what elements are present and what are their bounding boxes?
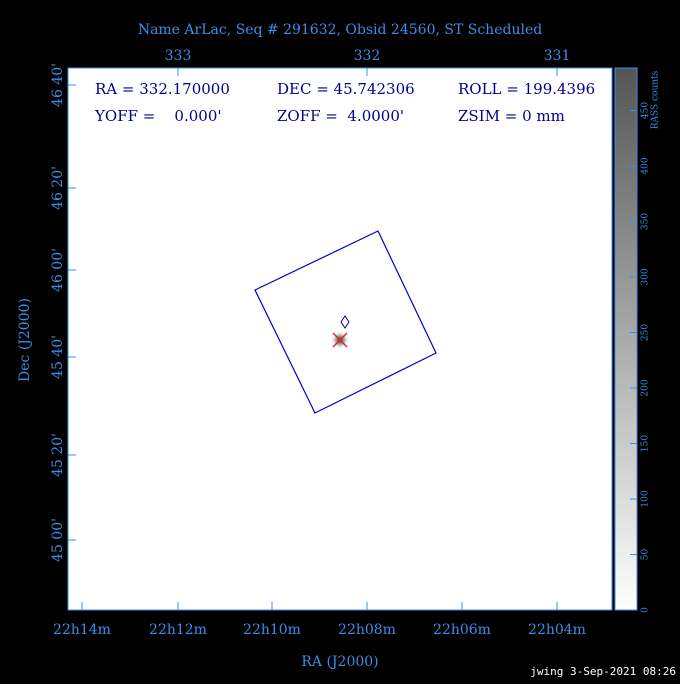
- info-text: RA = 332.170000: [95, 80, 230, 98]
- bottom-tick-label: 22h04m: [528, 622, 586, 638]
- colorbar-tick-label: 0: [641, 607, 651, 613]
- bottom-tick-label: 22h14m: [53, 622, 111, 638]
- colorbar-tick-label: 300: [641, 268, 651, 285]
- left-tick-label: 45 40': [50, 335, 66, 379]
- colorbar: [614, 67, 638, 611]
- bottom-tick-label: 22h12m: [149, 622, 207, 638]
- y-axis-title: Dec (J2000): [17, 298, 33, 382]
- info-text: ROLL = 199.4396: [458, 80, 595, 98]
- left-tick-label: 46 20': [50, 166, 66, 210]
- colorbar-label: RASS counts: [651, 70, 661, 129]
- colorbar-tick-label: 200: [641, 379, 651, 396]
- colorbar-tick-label: 350: [641, 213, 651, 230]
- colorbar-tick-label: 250: [641, 324, 651, 341]
- x-axis-title: RA (J2000): [301, 654, 378, 670]
- left-tick-label: 46 40': [50, 63, 66, 107]
- top-tick-label: 331: [544, 48, 571, 64]
- info-text: DEC = 45.742306: [277, 80, 415, 98]
- bottom-tick-label: 22h10m: [243, 622, 301, 638]
- target-marker: [332, 332, 348, 348]
- title: Name ArLac, Seq # 291632, Obsid 24560, S…: [138, 22, 542, 38]
- field-outline: [254, 230, 437, 414]
- bottom-tick-label: 22h08m: [338, 622, 396, 638]
- top-tick-label: 333: [165, 48, 192, 64]
- footer: jwing 3-Sep-2021 08:26: [530, 665, 676, 678]
- top-tick-label: 332: [354, 48, 381, 64]
- info-text: ZSIM = 0 mm: [458, 107, 565, 125]
- info-text: YOFF = 0.000': [94, 107, 222, 125]
- colorbar-tick-label: 100: [641, 490, 651, 507]
- left-tick-label: 45 00': [50, 518, 66, 562]
- info-text: ZOFF = 4.0000': [277, 107, 404, 125]
- bottom-tick-label: 22h06m: [433, 622, 491, 638]
- left-tick-label: 45 20': [50, 433, 66, 477]
- colorbar-tick-label: 150: [641, 435, 651, 452]
- colorbar-tick-label: 400: [641, 157, 651, 174]
- aimpoint: [340, 315, 350, 329]
- colorbar-tick-label: 450: [641, 102, 651, 119]
- left-tick-label: 46 00': [50, 248, 66, 292]
- colorbar-tick-label: 50: [641, 549, 651, 561]
